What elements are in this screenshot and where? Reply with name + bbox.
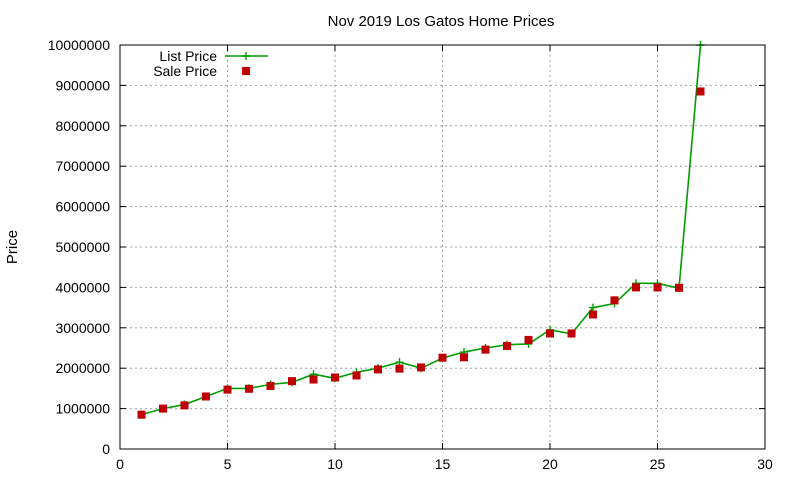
legend-label: Sale Price [153,63,217,79]
plot-border [119,44,766,450]
sale-price-point [481,345,490,354]
sale-price-point [309,375,318,384]
sale-price-point [546,329,554,338]
x-tick-label: 10 [327,456,343,472]
sale-price-point [460,353,468,362]
y-tick-label: 2000000 [55,360,110,376]
y-axis-label: Price [4,230,21,264]
y-tick-label: 1000000 [55,401,110,417]
sale-price-point [245,384,253,393]
x-tick-label: 5 [224,456,232,472]
sale-price-point [417,363,425,372]
grid-lines [120,45,765,449]
list-price-line [141,44,702,416]
y-tick-label: 3000000 [55,320,110,336]
y-tick-label: 5000000 [55,239,110,255]
sale-price-point [653,283,662,292]
x-tick-label: 0 [116,456,124,472]
sale-price-point [331,373,339,382]
list-price-point [589,303,597,312]
sale-price-point [438,353,447,362]
sale-price-point [202,392,210,401]
sale-price-point [524,335,533,344]
legend-plus-marker [242,52,250,60]
sale-price-point [288,377,296,386]
x-tick-label: 20 [542,456,558,472]
sale-price-point [266,381,275,390]
y-tick-label: 6000000 [55,199,110,215]
y-tick-label: 7000000 [55,158,110,174]
sale-price-point [352,371,361,380]
sale-price-point [395,364,404,373]
y-tick-label: 4000000 [55,279,110,295]
x-tick-label: 30 [757,456,773,472]
sale-price-point [159,404,167,413]
y-tick-label: 9000000 [55,77,110,93]
chart-title: Nov 2019 Los Gatos Home Prices [328,13,555,30]
y-tick-label: 8000000 [55,118,110,134]
sale-price-point [610,296,619,305]
sale-price-point [589,310,597,319]
sale-price-point [632,283,640,292]
legend-label: List Price [159,48,217,64]
sale-price-point [223,385,232,394]
x-tick-label: 15 [435,456,451,472]
series-list-price [137,41,705,419]
sale-price-point [567,329,576,338]
sale-price-point [675,283,683,292]
sale-price-point [696,87,705,96]
series-layer [137,41,705,419]
sale-price-point [180,401,189,410]
legend-square-marker [242,67,250,75]
y-tick-label: 0 [102,441,110,457]
sale-price-point [137,410,146,419]
x-tick-label: 25 [650,456,666,472]
series-sale-price [137,87,705,419]
sale-price-point [503,341,511,350]
sale-price-point [374,365,382,374]
y-tick-label: 10000000 [48,37,111,53]
axis-ticks: 0 5 10 15 20 25 30 0 1000000 2000000 3000000 400000… [48,37,773,472]
